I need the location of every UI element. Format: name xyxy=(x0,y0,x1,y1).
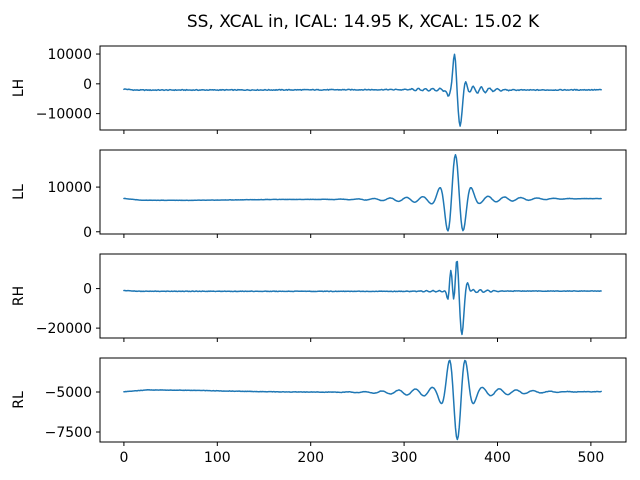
axes-frame xyxy=(99,45,627,131)
x-tick-label: 400 xyxy=(484,450,511,466)
subplot-ll: 10000 0 LL xyxy=(11,149,627,241)
y-tick-label: −7500 xyxy=(45,425,92,441)
axes-frame xyxy=(99,357,627,443)
y-axis-label-rl: RL xyxy=(11,391,27,409)
y-axis-label-lh: LH xyxy=(11,79,27,97)
y-tick-label: −20000 xyxy=(36,321,92,337)
x-tick-label: 0 xyxy=(119,450,128,466)
waveform-rh xyxy=(123,260,602,336)
x-tick-label: 300 xyxy=(391,450,418,466)
subplot-rl: −5000 −7500 0 100 200 300 400 500 RL xyxy=(11,357,627,466)
subplot-rh: 0 −20000 RH xyxy=(11,253,627,342)
axes-layer: 10000 0 −10000 LH 10000 0 LL 0 −20000 RH −5000 −750… xyxy=(11,45,627,466)
y-tick-label: −5000 xyxy=(45,385,92,401)
figure-title: SS, XCAL in, ICAL: 14.95 K, XCAL: 15.02 … xyxy=(187,12,540,32)
waveform-ll xyxy=(123,153,602,232)
y-tick-label: 0 xyxy=(83,225,92,241)
y-tick-label: −10000 xyxy=(36,107,92,123)
waveform-lh xyxy=(123,53,602,127)
waveform-rl xyxy=(123,359,602,441)
subplot-lh: 10000 0 −10000 LH xyxy=(11,45,627,134)
x-tick-label: 500 xyxy=(578,450,605,466)
y-tick-label: 0 xyxy=(83,77,92,93)
axes-frame xyxy=(99,149,627,235)
x-tick-label: 200 xyxy=(297,450,324,466)
x-tick-label: 100 xyxy=(204,450,231,466)
y-tick-label: 10000 xyxy=(47,180,92,196)
y-tick-label: 0 xyxy=(83,282,92,298)
y-axis-label-rh: RH xyxy=(11,286,27,306)
y-axis-label-ll: LL xyxy=(11,184,27,200)
y-tick-label: 10000 xyxy=(47,47,92,63)
axes-frame xyxy=(99,253,627,339)
